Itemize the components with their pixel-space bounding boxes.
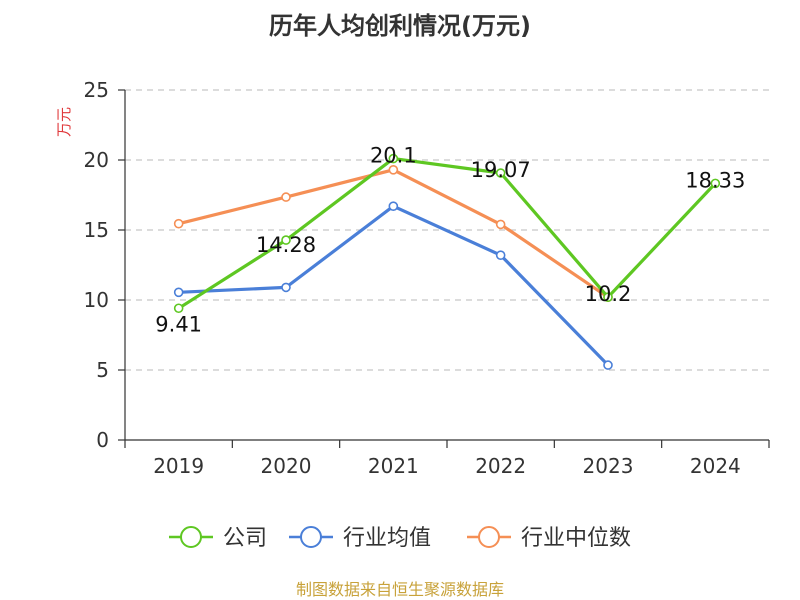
data-label: 19.07	[471, 158, 531, 182]
x-tick-label: 2022	[475, 454, 526, 478]
data-point	[281, 282, 291, 293]
legend-item[interactable]: 公司	[169, 526, 267, 551]
data-point	[388, 153, 399, 164]
data-point	[603, 360, 613, 370]
legend[interactable]: 公司 行业均值 行业中位数	[169, 526, 631, 551]
series-line-2	[177, 168, 610, 299]
y-tick-label: 15	[84, 218, 109, 242]
data-label: 9.41	[155, 312, 202, 336]
data-label: 10.2	[585, 282, 632, 306]
x-tick-label: 2023	[583, 454, 634, 478]
x-tick-label: 2021	[368, 454, 419, 478]
y-tick-label: 10	[84, 288, 109, 312]
data-point	[495, 250, 506, 260]
data-label: 14.28	[256, 233, 316, 257]
source-note: 制图数据来自恒生聚源数据库	[296, 580, 504, 599]
legend-label: 行业中位数	[521, 526, 631, 551]
data-point	[388, 165, 399, 175]
legend-item[interactable]: 行业均值	[289, 526, 431, 551]
data-point	[173, 287, 184, 298]
x-tick-label: 2024	[690, 454, 741, 478]
data-point	[495, 219, 506, 230]
legend-marker	[300, 526, 322, 548]
legend-marker	[478, 526, 500, 548]
y-tick-label: 5	[96, 358, 109, 382]
data-labels: 9.41 14.28 20.1 19.07 10.2 18.33	[155, 144, 745, 337]
data-point	[281, 235, 291, 245]
legend-label: 行业均值	[343, 526, 431, 551]
series-line-0	[177, 157, 717, 310]
y-axis-label: 万元	[55, 107, 73, 137]
x-tick-label: 2020	[261, 454, 312, 478]
data-point	[173, 218, 184, 229]
y-tick-label: 0	[96, 428, 109, 452]
data-point	[281, 192, 291, 202]
data-point	[710, 178, 721, 189]
data-point	[603, 292, 613, 303]
chart-title: 历年人均创利情况(万元)	[269, 12, 531, 40]
data-label: 20.1	[370, 144, 417, 168]
data-point	[173, 303, 184, 314]
series-layer	[173, 153, 721, 370]
legend-marker	[180, 526, 202, 548]
data-point	[495, 168, 506, 178]
x-tick-label: 2019	[153, 454, 204, 478]
y-tick-label: 25	[84, 78, 109, 102]
legend-label: 公司	[223, 526, 267, 551]
axes: 0 5 10 15 20 25 2019 2020 2021 2022 2023 2024	[84, 78, 770, 478]
y-tick-label: 20	[84, 148, 109, 172]
legend-item[interactable]: 行业中位数	[467, 526, 631, 551]
data-point	[388, 201, 399, 211]
data-label: 18.33	[685, 168, 745, 192]
